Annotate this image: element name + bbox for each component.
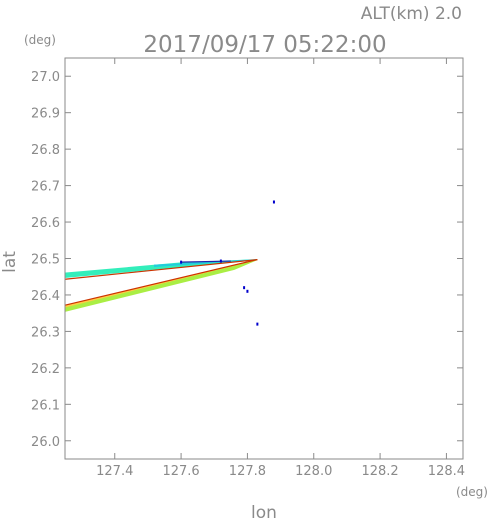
y-axis-label: lat <box>0 251 20 273</box>
chart-title: 2017/09/17 05:22:00 <box>143 32 386 58</box>
x-tick-label: 127.4 <box>96 464 133 479</box>
data-point <box>246 289 249 293</box>
echo-edge-line <box>64 259 258 306</box>
x-tick-label: 127.8 <box>229 464 266 479</box>
x-axis-label: lon <box>251 503 277 521</box>
data-point <box>219 259 222 263</box>
data-point <box>180 260 183 264</box>
y-tick-label: 26.0 <box>31 435 60 450</box>
x-tick-label: 128.2 <box>361 464 398 479</box>
data-point <box>256 322 259 326</box>
altitude-label: ALT(km) 2.0 <box>361 4 462 24</box>
x-tick-label: 128.0 <box>295 464 332 479</box>
x-unit-label: (deg) <box>456 485 488 499</box>
y-tick-label: 26.2 <box>31 362 60 377</box>
y-tick-label: 26.6 <box>31 216 60 231</box>
echo-edge-line <box>181 260 231 263</box>
y-tick-label: 26.3 <box>31 325 60 340</box>
y-tick-label: 26.4 <box>31 289 60 304</box>
y-tick-label: 26.9 <box>31 107 60 122</box>
y-unit-label: (deg) <box>24 33 56 47</box>
x-tick-label: 127.6 <box>162 464 199 479</box>
plot-marks <box>64 200 275 326</box>
plot-frame <box>64 57 464 460</box>
y-tick-label: 26.7 <box>31 180 60 195</box>
data-point <box>243 286 246 290</box>
echo-edge-line <box>64 258 258 280</box>
plot-axes: 127.4 127.6 127.8 128.0 128.2 128.4 26.0 26.1 26… <box>31 57 465 479</box>
y-tick-label: 26.1 <box>31 398 60 413</box>
data-point <box>272 200 275 204</box>
x-tick-label: 128.4 <box>428 464 465 479</box>
y-tick-label: 26.5 <box>31 253 60 268</box>
echo-fan <box>154 259 258 268</box>
y-tick-label: 27.0 <box>31 70 60 85</box>
y-tick-label: 26.8 <box>31 143 60 158</box>
